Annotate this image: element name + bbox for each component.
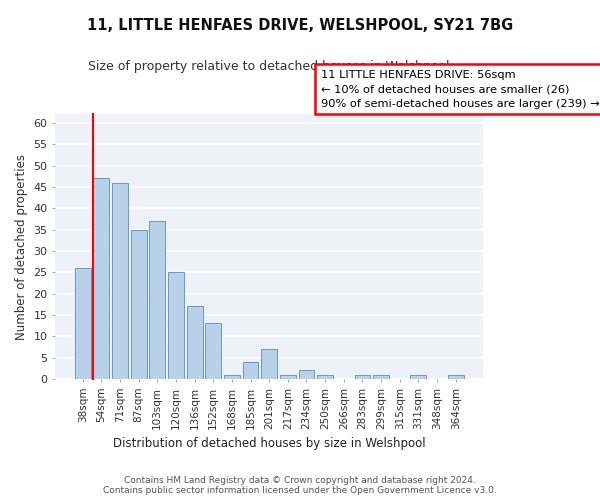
Text: Contains HM Land Registry data © Crown copyright and database right 2024.
Contai: Contains HM Land Registry data © Crown c… [103, 476, 497, 495]
Bar [410, 374, 427, 379]
Bar [299, 370, 314, 379]
Bar [168, 272, 184, 379]
Bar [112, 182, 128, 379]
Text: 11 LITTLE HENFAES DRIVE: 56sqm
← 10% of detached houses are smaller (26)
90% of : 11 LITTLE HENFAES DRIVE: 56sqm ← 10% of … [320, 70, 599, 109]
Bar [448, 374, 464, 379]
Title: Size of property relative to detached houses in Welshpool: Size of property relative to detached ho… [88, 60, 450, 73]
Bar [149, 221, 165, 379]
X-axis label: Distribution of detached houses by size in Welshpool: Distribution of detached houses by size … [113, 437, 425, 450]
Bar [280, 374, 296, 379]
Bar [355, 374, 370, 379]
Y-axis label: Number of detached properties: Number of detached properties [15, 154, 28, 340]
Bar [205, 324, 221, 379]
Bar [224, 374, 240, 379]
Bar [94, 178, 109, 379]
Bar [373, 374, 389, 379]
Text: 11, LITTLE HENFAES DRIVE, WELSHPOOL, SY21 7BG: 11, LITTLE HENFAES DRIVE, WELSHPOOL, SY2… [87, 18, 513, 32]
Bar [75, 268, 91, 379]
Bar [242, 362, 259, 379]
Bar [317, 374, 333, 379]
Bar [261, 349, 277, 379]
Bar [131, 230, 146, 379]
Bar [187, 306, 203, 379]
